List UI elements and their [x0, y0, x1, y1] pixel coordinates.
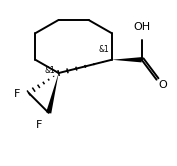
Text: &1: &1	[45, 66, 56, 75]
Polygon shape	[112, 57, 142, 62]
Text: O: O	[158, 80, 167, 90]
Text: OH: OH	[133, 22, 150, 32]
Polygon shape	[46, 73, 59, 114]
Text: F: F	[36, 120, 42, 130]
Text: &1: &1	[99, 45, 110, 54]
Text: F: F	[14, 89, 20, 99]
